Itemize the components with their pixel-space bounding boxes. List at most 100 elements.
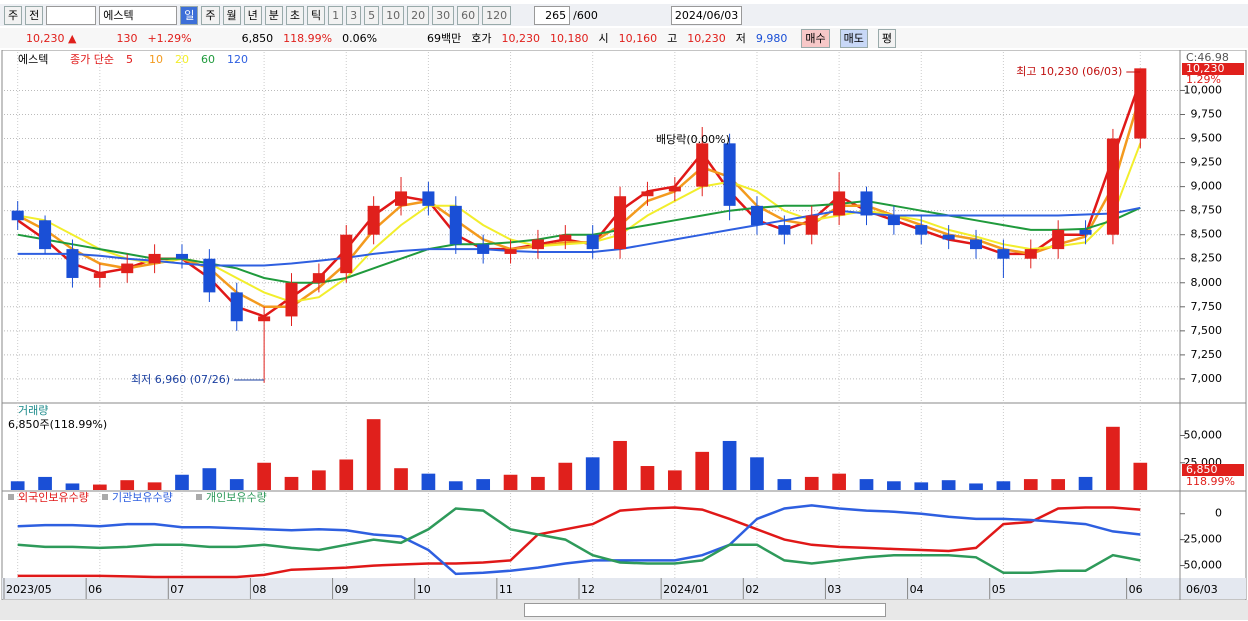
buy-button[interactable]: 매수	[801, 28, 830, 48]
y-tick-label: 10,000	[1184, 83, 1223, 96]
volume-bar	[613, 440, 627, 490]
interval-button[interactable]: 60	[457, 5, 480, 25]
volume-bar	[832, 473, 846, 490]
y-tick-label: 9,750	[1191, 108, 1223, 121]
candle-body	[148, 253, 161, 264]
volume-bar	[695, 451, 710, 490]
volume-bar	[202, 468, 217, 490]
x-tick-label: 08	[252, 583, 266, 596]
annotation-low: 최저 6,960 (07/26)	[131, 373, 230, 386]
avg-button[interactable]: 평	[877, 28, 897, 48]
info-turnover: 0.06%	[342, 31, 378, 45]
interval-button[interactable]: 5	[364, 5, 380, 25]
volume-bar	[996, 481, 1011, 490]
scrollbar[interactable]	[0, 600, 1248, 620]
candle-body	[586, 234, 599, 250]
interval-button[interactable]: 10	[382, 5, 405, 25]
interval-button[interactable]: 120	[482, 5, 512, 25]
y-tick-label: 8,000	[1191, 276, 1223, 289]
legend-entry: 20	[175, 53, 189, 66]
legend-title: 에스텍	[18, 53, 48, 66]
info-open: 10,160	[618, 31, 658, 45]
candle-body	[668, 186, 681, 192]
candle-body	[860, 191, 873, 216]
series-line	[17, 504, 1141, 576]
interval-button[interactable]: 3	[346, 5, 362, 25]
volume-bar	[312, 470, 326, 490]
candle-body	[970, 239, 983, 250]
legend-swatch	[102, 494, 108, 500]
marker-rate: 1.29%	[1186, 73, 1221, 86]
date-input[interactable]: 2024/06/03	[670, 5, 743, 25]
info-high-label: 고	[667, 32, 678, 45]
candle-body	[750, 205, 763, 226]
period-button[interactable]: 년	[243, 5, 262, 25]
toolbar-button[interactable]: 전	[25, 5, 44, 25]
candle-body	[614, 196, 627, 250]
y-tick-label: -50,000	[1180, 559, 1222, 572]
code-input[interactable]: 069510	[46, 5, 97, 25]
volume-bar	[147, 482, 162, 490]
info-volume-ratio: 118.99%	[283, 31, 333, 45]
volume-bar	[777, 479, 792, 490]
y-tick-label: 8,250	[1191, 252, 1223, 265]
candle-body	[285, 282, 298, 317]
info-volume: 6,850	[241, 31, 274, 45]
interval-button[interactable]: 20	[407, 5, 430, 25]
candle-body	[230, 292, 243, 322]
legend-prefix: 종가 단순	[70, 53, 114, 66]
volume-bar	[394, 468, 408, 490]
candle-body	[66, 249, 79, 278]
interval-button[interactable]: 1	[328, 5, 344, 25]
candle-body	[504, 249, 517, 254]
info-price: 10,230 ▲	[26, 31, 77, 45]
info-bid: 10,180	[550, 31, 589, 45]
y-tick-label: 7,500	[1191, 324, 1223, 337]
volume-bar	[65, 483, 80, 490]
sell-button[interactable]: 매도	[839, 28, 868, 48]
count-input[interactable]: 265	[534, 5, 571, 25]
period-button[interactable]: 초	[285, 5, 304, 25]
volume-bar	[38, 476, 52, 490]
interval-button[interactable]: 30	[432, 5, 455, 25]
legend-entry: 5	[126, 53, 133, 66]
period-button[interactable]: 일	[180, 5, 199, 25]
volume-bar	[1078, 476, 1093, 490]
candle-body	[1079, 229, 1092, 235]
legend-entry: 60	[201, 53, 215, 66]
y-tick-label: 9,000	[1191, 180, 1223, 193]
candle-body	[367, 205, 380, 235]
info-quote-label: 호가	[471, 32, 492, 45]
x-tick-label: 02	[745, 583, 759, 596]
info-rate: +1.29%	[147, 31, 192, 45]
toolbar-button[interactable]: 주	[4, 5, 23, 25]
volume-bar	[558, 462, 573, 490]
volume-bar	[859, 479, 874, 490]
info-change: 130	[116, 31, 138, 45]
y-tick-label: 0	[1215, 507, 1222, 520]
scroll-thumb[interactable]	[524, 603, 886, 617]
volume-bar	[969, 483, 983, 490]
volume-bar	[284, 476, 299, 490]
marker-ratio: 118.99%	[1186, 475, 1235, 488]
candle-body	[121, 263, 134, 274]
candle-body	[915, 225, 928, 235]
period-button[interactable]: 분	[264, 5, 283, 25]
info-open-label: 시	[598, 32, 609, 45]
x-tick-label: 2024/01	[663, 583, 709, 596]
period-button[interactable]: 월	[222, 5, 241, 25]
x-axis-band	[2, 578, 1246, 599]
volume-bar	[640, 466, 655, 490]
volume-bar	[448, 481, 463, 490]
candle-body	[312, 273, 325, 283]
candle-body	[422, 191, 435, 206]
volume-bar	[914, 482, 929, 490]
period-button[interactable]: 틱	[307, 5, 326, 25]
period-button[interactable]: 주	[201, 5, 220, 25]
candle-body	[641, 191, 654, 197]
candle-body	[1134, 68, 1147, 139]
candle-body	[997, 249, 1010, 259]
y-tick-label: 8,500	[1191, 228, 1223, 241]
name-input[interactable]: 에스텍	[99, 5, 178, 25]
